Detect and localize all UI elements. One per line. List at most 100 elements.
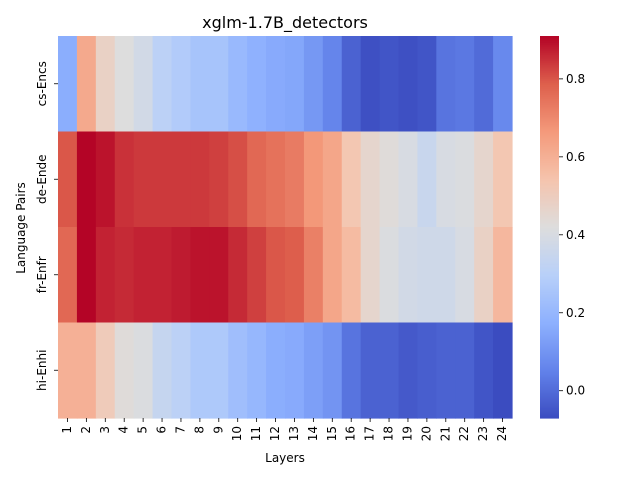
colorbar-segment (540, 280, 559, 283)
colorbar-segment (540, 300, 559, 303)
x-tick-label: 20 (419, 426, 433, 441)
heatmap-cell (285, 36, 305, 133)
x-tick-label: 1 (60, 426, 74, 434)
colorbar-segment (540, 312, 559, 315)
heatmap-cell (360, 322, 381, 419)
heatmap-cell (474, 227, 494, 324)
colorbar-segment (540, 272, 559, 275)
colorbar-segment (540, 40, 559, 43)
heatmap-cell (285, 322, 305, 419)
colorbar-segment (540, 356, 559, 359)
colorbar-segment (540, 136, 559, 139)
colorbar-segment (540, 410, 559, 413)
colorbar-segment (540, 350, 559, 353)
heatmap-cell (190, 131, 210, 228)
heatmap-cell (455, 322, 475, 419)
colorbar-segment (540, 140, 559, 143)
colorbar-segment (540, 78, 559, 81)
colorbar-segment (540, 342, 559, 345)
colorbar-segment (540, 336, 559, 339)
colorbar-segment (540, 286, 559, 289)
colorbar-segment (540, 162, 559, 165)
heatmap-cell (303, 322, 324, 419)
colorbar-segment (540, 314, 559, 317)
heatmap-cell (190, 322, 210, 419)
colorbar-segment (540, 198, 559, 201)
heatmap-cell (493, 227, 513, 324)
colorbar-segment (540, 340, 559, 343)
heatmap-cell (247, 131, 267, 228)
colorbar-segment (540, 362, 559, 365)
x-tick-label: 22 (457, 426, 471, 441)
heatmap-cell (133, 322, 154, 419)
colorbar-tick-label: 0.8 (566, 72, 585, 86)
colorbar-segment (540, 174, 559, 177)
heatmap-cell (474, 131, 494, 228)
colorbar-segment (540, 268, 559, 271)
heatmap-cell (190, 36, 210, 133)
colorbar-segment (540, 50, 559, 53)
heatmap-cell (493, 322, 513, 419)
colorbar-segment (540, 36, 559, 39)
heatmap-cell (436, 322, 456, 419)
colorbar-segment (540, 244, 559, 247)
colorbar-segment (540, 194, 559, 197)
heatmap-cell (303, 227, 324, 324)
colorbar-segment (540, 156, 559, 159)
x-tick-label: 11 (249, 426, 263, 441)
colorbar-segment (540, 270, 559, 273)
heatmap-cell (398, 227, 419, 324)
heatmap-cell (322, 131, 343, 228)
heatmap-cell (228, 227, 248, 324)
colorbar-segment (540, 324, 559, 327)
colorbar-segment (540, 170, 559, 173)
heatmap-cell (341, 36, 362, 133)
x-tick-label: 17 (363, 426, 377, 441)
colorbar-segment (540, 240, 559, 243)
heatmap-cell (398, 322, 419, 419)
colorbar-segment (540, 152, 559, 155)
colorbar-segment (540, 308, 559, 311)
heatmap-cells (58, 36, 513, 419)
colorbar-segment (540, 76, 559, 79)
colorbar-segment (540, 216, 559, 219)
colorbar-segment (540, 346, 559, 349)
colorbar-segment (540, 150, 559, 153)
colorbar-segment (540, 368, 559, 371)
colorbar-segment (540, 202, 559, 205)
colorbar-segment (540, 102, 559, 105)
heatmap-cell (209, 36, 229, 133)
heatmap-cell (95, 322, 116, 419)
colorbar-segment (540, 358, 559, 361)
colorbar-segment (540, 232, 559, 235)
colorbar-segment (540, 322, 559, 325)
heatmap-cell (417, 227, 437, 324)
heatmap-cell (58, 131, 78, 228)
y-tick-label: hi-Enhi (35, 350, 49, 391)
colorbar-segment (540, 288, 559, 291)
colorbar-segment (540, 344, 559, 347)
colorbar-segment (540, 384, 559, 387)
x-tick-label: 14 (306, 426, 320, 441)
colorbar-segment (540, 390, 559, 393)
colorbar-segment (540, 330, 559, 333)
x-tick-label: 19 (400, 426, 414, 441)
colorbar-segment (540, 214, 559, 217)
colorbar-segment (540, 364, 559, 367)
colorbar-segment (540, 208, 559, 211)
colorbar-segment (540, 46, 559, 49)
colorbar-segment (540, 376, 559, 379)
colorbar-segment (540, 398, 559, 401)
colorbar-segment (540, 82, 559, 85)
colorbar-segment (540, 306, 559, 309)
colorbar-segment (540, 124, 559, 127)
y-axis-label: Language Pairs (14, 182, 28, 274)
heatmap-cell (266, 322, 286, 419)
colorbar-tick-label: 0.6 (566, 150, 585, 164)
colorbar-segment (540, 66, 559, 69)
colorbar-segment (540, 108, 559, 111)
colorbar-segment (540, 258, 559, 261)
x-tick-label: 9 (211, 426, 225, 434)
x-tick-label: 18 (382, 426, 396, 441)
x-tick-label: 3 (98, 426, 112, 434)
